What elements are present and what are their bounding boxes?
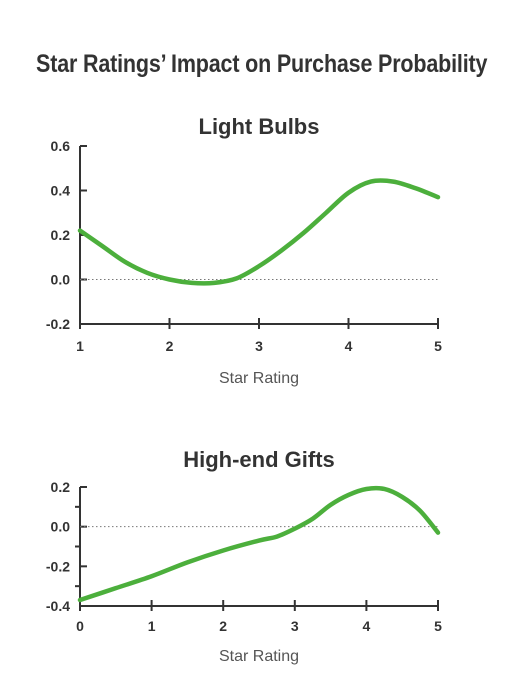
chart-1: Light Bulbs -0.2 0.0 0.2 0.4 0.6 1 2 3 4 5 Star Rat… — [46, 114, 442, 387]
x-tick-label: 3 — [291, 618, 299, 634]
y-tick-label: -0.2 — [46, 558, 70, 574]
x-tick-label: 1 — [148, 618, 156, 634]
chart-title: Light Bulbs — [199, 114, 320, 139]
x-tick-label: 5 — [434, 338, 442, 354]
y-tick-label: -0.2 — [46, 316, 70, 332]
x-axis-label: Star Rating — [219, 648, 299, 665]
x-tick-label: 5 — [434, 618, 442, 634]
x-tick-label: 1 — [76, 338, 84, 354]
x-axis-label: Star Rating — [219, 370, 299, 387]
x-tick-label: 2 — [166, 338, 174, 354]
page-title: Star Ratings’ Impact on Purchase Probabi… — [36, 50, 488, 78]
series-line — [77, 485, 441, 603]
y-tick-label: 0.6 — [51, 138, 71, 154]
chart-2: High-end Gifts -0.4 -0.2 0.0 0.2 0 1 2 3 4 5 Star R… — [46, 447, 442, 665]
x-tick-label: 3 — [255, 338, 263, 354]
y-tick-label: 0.4 — [51, 183, 71, 199]
y-tick-label: 0.0 — [51, 272, 71, 288]
y-tick-label: 0.2 — [51, 227, 71, 243]
x-tick-label: 4 — [345, 338, 353, 354]
y-tick-label: -0.4 — [46, 598, 70, 614]
chart-title: High-end Gifts — [183, 447, 335, 472]
y-tick-label: 0.2 — [51, 479, 71, 495]
y-tick-label: 0.0 — [51, 519, 71, 535]
x-tick-label: 2 — [219, 618, 227, 634]
x-tick-label: 0 — [76, 618, 84, 634]
series-line — [77, 178, 441, 286]
x-tick-label: 4 — [363, 618, 371, 634]
